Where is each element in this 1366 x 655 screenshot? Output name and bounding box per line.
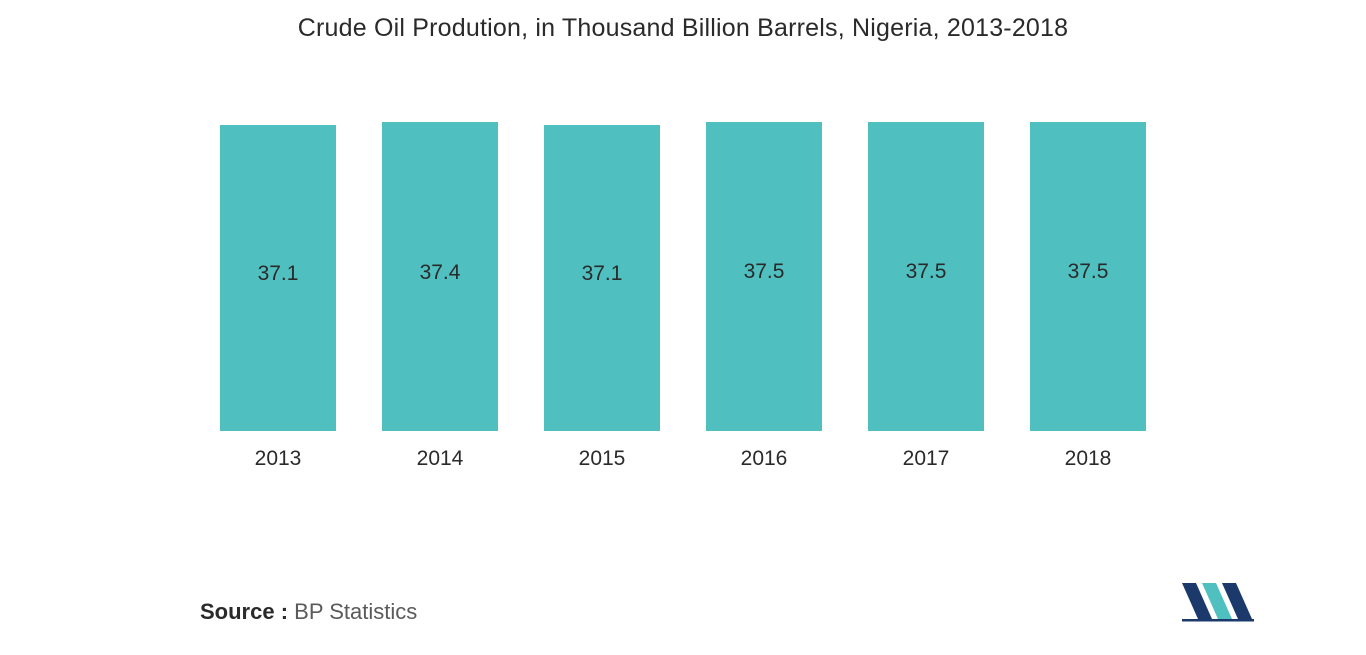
brand-logo-icon — [1178, 579, 1266, 625]
bar-group: 37.1 2015 — [544, 101, 660, 471]
bar-group: 37.5 2017 — [868, 101, 984, 471]
bar: 37.5 — [706, 122, 822, 431]
bar-category-label: 2016 — [741, 447, 788, 471]
bar-category-label: 2014 — [417, 447, 464, 471]
bar-value-label: 37.5 — [744, 260, 785, 284]
bar-group: 37.5 2018 — [1030, 101, 1146, 471]
bar-group: 37.4 2014 — [382, 101, 498, 471]
bar: 37.1 — [220, 125, 336, 431]
bar-category-label: 2013 — [255, 447, 302, 471]
bar-value-label: 37.1 — [582, 262, 623, 286]
source-citation: Source : BP Statistics — [200, 599, 417, 625]
bar-chart: 37.1 2013 37.4 2014 37.1 2015 37.5 2016 37.5 2017… — [60, 101, 1306, 471]
bar-value-label: 37.5 — [906, 260, 947, 284]
bar-category-label: 2017 — [903, 447, 950, 471]
bar: 37.1 — [544, 125, 660, 431]
bar-value-label: 37.5 — [1068, 260, 1109, 284]
chart-footer: Source : BP Statistics — [200, 579, 1266, 625]
bar-group: 37.5 2016 — [706, 101, 822, 471]
bar-category-label: 2015 — [579, 447, 626, 471]
bar-category-label: 2018 — [1065, 447, 1112, 471]
bar: 37.5 — [1030, 122, 1146, 431]
bar: 37.4 — [382, 122, 498, 431]
source-text: BP Statistics — [288, 599, 417, 624]
bar: 37.5 — [868, 122, 984, 431]
chart-title: Crude Oil Prodution, in Thousand Billion… — [60, 14, 1306, 43]
bar-group: 37.1 2013 — [220, 101, 336, 471]
bar-value-label: 37.4 — [420, 261, 461, 285]
bar-value-label: 37.1 — [258, 262, 299, 286]
source-label: Source : — [200, 599, 288, 624]
